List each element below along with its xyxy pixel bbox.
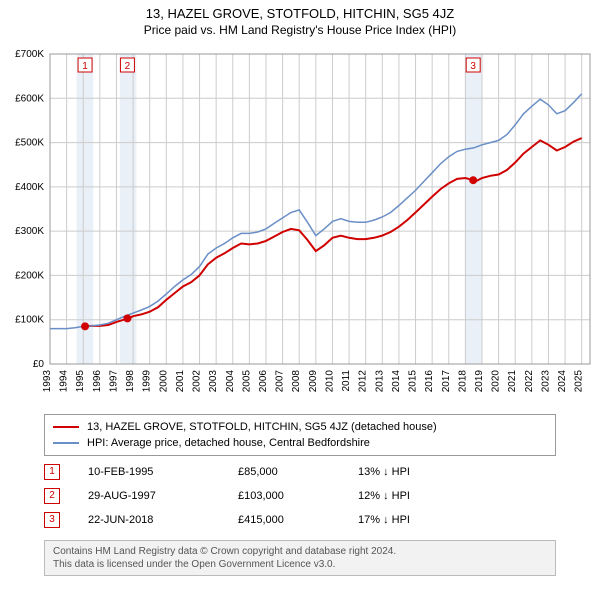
x-tick-label: 2020 bbox=[491, 370, 502, 393]
x-tick-label: 2004 bbox=[225, 370, 236, 393]
marker-row-badge: 1 bbox=[44, 464, 60, 480]
page-title: 13, HAZEL GROVE, STOTFOLD, HITCHIN, SG5 … bbox=[0, 0, 600, 21]
x-tick-label: 2019 bbox=[474, 370, 485, 393]
sale-marker-dot bbox=[123, 314, 131, 322]
x-tick-label: 2003 bbox=[208, 370, 219, 393]
marker-row: 2 29-AUG-1997£103,00012% ↓ HPI bbox=[44, 484, 556, 508]
x-tick-label: 1998 bbox=[125, 370, 136, 393]
x-tick-label: 2011 bbox=[341, 370, 352, 392]
x-tick-label: 2005 bbox=[241, 370, 252, 393]
legend-swatch bbox=[53, 442, 79, 444]
marker-row-price: £85,000 bbox=[238, 466, 358, 478]
sale-marker-dot bbox=[469, 176, 477, 184]
x-tick-label: 1996 bbox=[92, 370, 103, 393]
chart-container: 13, HAZEL GROVE, STOTFOLD, HITCHIN, SG5 … bbox=[0, 0, 600, 590]
x-tick-label: 2021 bbox=[507, 370, 518, 393]
sale-marker-table: 1 10-FEB-1995£85,00013% ↓ HPI 2 29-AUG-1997… bbox=[44, 460, 556, 532]
x-tick-label: 2012 bbox=[358, 370, 369, 393]
footer-line-2: This data is licensed under the Open Gov… bbox=[53, 558, 547, 571]
y-tick-label: £300K bbox=[15, 226, 44, 237]
marker-row: 3 22-JUN-2018£415,00017% ↓ HPI bbox=[44, 508, 556, 532]
footer-line-1: Contains HM Land Registry data © Crown c… bbox=[53, 545, 547, 558]
legend-item: 13, HAZEL GROVE, STOTFOLD, HITCHIN, SG5 … bbox=[53, 419, 547, 435]
x-tick-label: 1993 bbox=[42, 370, 53, 393]
legend-label: HPI: Average price, detached house, Cent… bbox=[87, 437, 370, 449]
marker-row-price: £103,000 bbox=[238, 490, 358, 502]
marker-row-price: £415,000 bbox=[238, 514, 358, 526]
legend: 13, HAZEL GROVE, STOTFOLD, HITCHIN, SG5 … bbox=[44, 414, 556, 456]
y-tick-label: £0 bbox=[33, 359, 45, 370]
legend-item: HPI: Average price, detached house, Cent… bbox=[53, 435, 547, 451]
x-tick-label: 1994 bbox=[59, 370, 70, 393]
marker-row-diff: 13% ↓ HPI bbox=[358, 466, 458, 478]
x-tick-label: 1999 bbox=[142, 370, 153, 393]
x-tick-label: 2009 bbox=[308, 370, 319, 393]
marker-row-diff: 12% ↓ HPI bbox=[358, 490, 458, 502]
marker-row-date: 29-AUG-1997 bbox=[88, 490, 238, 502]
x-tick-label: 2018 bbox=[457, 370, 468, 393]
x-tick-label: 2023 bbox=[540, 370, 551, 393]
page-subtitle: Price paid vs. HM Land Registry's House … bbox=[0, 21, 600, 37]
x-tick-label: 2015 bbox=[408, 370, 419, 393]
sale-marker-dot bbox=[81, 322, 89, 330]
x-tick-label: 1995 bbox=[75, 370, 86, 393]
sale-marker-number: 1 bbox=[82, 61, 88, 72]
marker-row-diff: 17% ↓ HPI bbox=[358, 514, 458, 526]
legend-swatch bbox=[53, 426, 79, 428]
x-tick-label: 2000 bbox=[158, 370, 169, 393]
legend-label: 13, HAZEL GROVE, STOTFOLD, HITCHIN, SG5 … bbox=[87, 421, 437, 433]
line-chart: £0 £100K £200K £300K £400K £500K £600K £700K 199… bbox=[0, 46, 600, 406]
x-tick-label: 2016 bbox=[424, 370, 435, 393]
x-tick-label: 2022 bbox=[524, 370, 535, 393]
x-tick-label: 2013 bbox=[374, 370, 385, 393]
y-tick-label: £600K bbox=[15, 93, 44, 104]
x-tick-label: 2024 bbox=[557, 370, 568, 393]
x-tick-label: 2025 bbox=[574, 370, 585, 393]
x-tick-label: 1997 bbox=[108, 370, 119, 393]
sale-marker-number: 2 bbox=[125, 61, 131, 72]
footer-licence: Contains HM Land Registry data © Crown c… bbox=[44, 540, 556, 576]
marker-row-badge: 2 bbox=[44, 488, 60, 504]
marker-row-date: 10-FEB-1995 bbox=[88, 466, 238, 478]
x-tick-label: 2002 bbox=[192, 370, 203, 393]
x-tick-label: 2008 bbox=[291, 370, 302, 393]
y-tick-label: £200K bbox=[15, 270, 44, 281]
x-tick-label: 2006 bbox=[258, 370, 269, 393]
marker-row-badge: 3 bbox=[44, 512, 60, 528]
x-tick-label: 2007 bbox=[275, 370, 286, 393]
y-tick-label: £500K bbox=[15, 138, 44, 149]
marker-row-date: 22-JUN-2018 bbox=[88, 514, 238, 526]
y-tick-label: £100K bbox=[15, 315, 44, 326]
x-tick-label: 2001 bbox=[175, 370, 186, 393]
chart-area: £0 £100K £200K £300K £400K £500K £600K £700K 199… bbox=[0, 46, 600, 406]
x-tick-label: 2010 bbox=[324, 370, 335, 393]
y-tick-label: £400K bbox=[15, 182, 44, 193]
marker-row: 1 10-FEB-1995£85,00013% ↓ HPI bbox=[44, 460, 556, 484]
sale-marker-number: 3 bbox=[470, 61, 476, 72]
x-tick-label: 2014 bbox=[391, 370, 402, 393]
shaded-band bbox=[77, 54, 94, 364]
x-tick-label: 2017 bbox=[441, 370, 452, 393]
shaded-band bbox=[465, 54, 482, 364]
y-tick-label: £700K bbox=[15, 49, 44, 60]
